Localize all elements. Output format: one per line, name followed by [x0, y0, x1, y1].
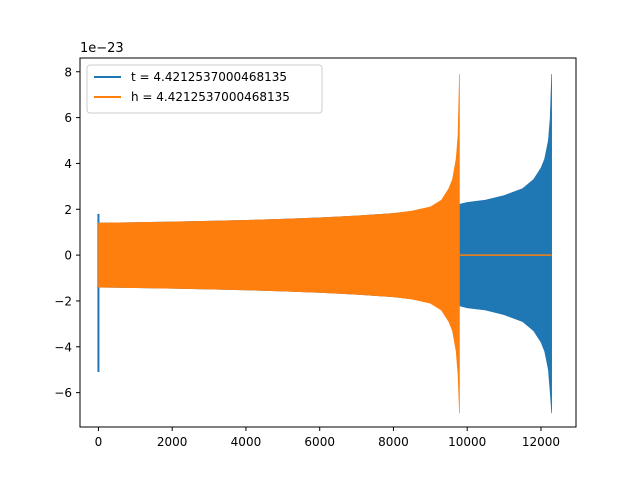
y-tick-label: 6 — [64, 111, 72, 125]
y-tick-label: 2 — [64, 203, 72, 217]
x-tick-label: 12000 — [522, 435, 560, 449]
y-tick-label: 0 — [64, 249, 72, 263]
plot-area — [79, 57, 577, 428]
y-axis-ticks: −6 −4 −2 0 2 4 6 8 — [54, 65, 80, 400]
legend-label-h: h = 4.4212537000468135 — [131, 90, 290, 104]
legend: t = 4.4212537000468135 h = 4.42125370004… — [86, 64, 323, 114]
axes-frame — [79, 57, 577, 428]
y-tick-label: −6 — [54, 386, 72, 400]
x-tick-label: 4000 — [231, 435, 262, 449]
y-tick-label: 8 — [64, 65, 72, 79]
legend-box — [86, 64, 323, 114]
y-tick-label: −2 — [54, 294, 72, 308]
y-scale-label: 1e−23 — [80, 41, 124, 56]
x-tick-label: 2000 — [157, 435, 188, 449]
x-tick-label: 8000 — [378, 435, 409, 449]
series-h-oscillation — [98, 74, 460, 414]
x-tick-label: 10000 — [448, 435, 486, 449]
x-tick-label: 6000 — [304, 435, 335, 449]
legend-label-t: t = 4.4212537000468135 — [131, 70, 287, 84]
series-layer — [97, 74, 552, 414]
y-tick-label: −4 — [54, 340, 72, 354]
y-tick-label: 4 — [64, 157, 72, 171]
x-tick-label: 0 — [95, 435, 103, 449]
x-axis-ticks: 0 2000 4000 6000 8000 10000 12000 — [95, 427, 560, 449]
